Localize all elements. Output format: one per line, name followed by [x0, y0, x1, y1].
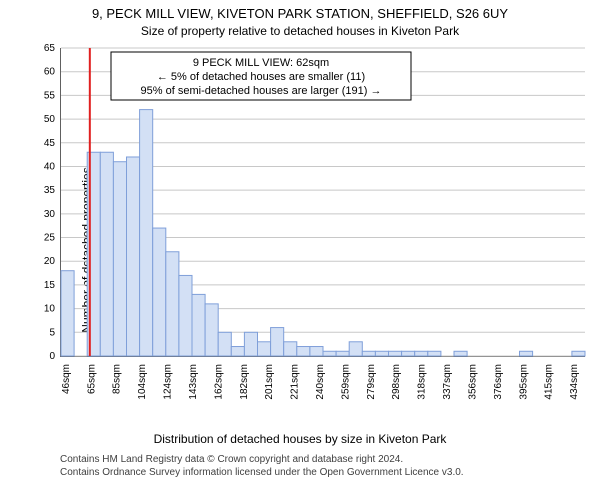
x-tick-label: 182sqm	[239, 364, 250, 400]
histogram-bar	[192, 294, 205, 356]
y-tick-label: 25	[44, 233, 56, 244]
histogram-bar	[166, 252, 179, 356]
x-tick-label: 221sqm	[290, 364, 301, 400]
annotation-line: 9 PECK MILL VIEW: 62sqm	[193, 57, 329, 69]
x-tick-label: 415sqm	[544, 364, 555, 400]
x-tick-label: 279sqm	[366, 364, 377, 400]
x-tick-label: 434sqm	[569, 364, 580, 400]
y-tick-label: 40	[44, 161, 56, 172]
y-tick-label: 5	[49, 327, 55, 338]
annotation-line: 95% of semi-detached houses are larger (…	[141, 85, 382, 97]
y-tick-label: 10	[44, 304, 56, 315]
y-tick-label: 45	[44, 138, 56, 149]
y-tick-label: 55	[44, 90, 56, 101]
x-tick-label: 46sqm	[61, 364, 72, 394]
footer-attribution: Contains HM Land Registry data © Crown c…	[60, 454, 464, 480]
y-tick-label: 65	[44, 43, 56, 54]
chart-title: 9, PECK MILL VIEW, KIVETON PARK STATION,…	[0, 6, 600, 21]
histogram-bar	[284, 342, 297, 356]
y-tick-label: 20	[44, 256, 56, 267]
histogram-bar	[415, 351, 428, 356]
y-tick-label: 0	[49, 351, 55, 362]
histogram-bar	[61, 271, 74, 356]
histogram-bar	[231, 347, 244, 356]
histogram-bar	[572, 351, 585, 356]
histogram-bar	[389, 351, 402, 356]
x-tick-label: 259sqm	[340, 364, 351, 400]
x-tick-label: 298sqm	[391, 364, 402, 400]
histogram-plot: 0510152025303540455055606546sqm65sqm85sq…	[60, 48, 585, 357]
property-size-chart: 9, PECK MILL VIEW, KIVETON PARK STATION,…	[0, 0, 600, 500]
x-tick-label: 318sqm	[417, 364, 428, 400]
y-tick-label: 30	[44, 209, 56, 220]
y-tick-label: 60	[44, 67, 56, 78]
histogram-bar	[205, 304, 218, 356]
x-tick-label: 65sqm	[86, 364, 97, 394]
footnote-line-2: Contains Ordnance Survey information lic…	[60, 467, 464, 480]
histogram-bar	[140, 110, 153, 356]
annotation-line: ← 5% of detached houses are smaller (11)	[157, 71, 365, 83]
x-tick-label: 85sqm	[112, 364, 123, 394]
chart-subtitle: Size of property relative to detached ho…	[0, 24, 600, 38]
y-tick-label: 35	[44, 185, 56, 196]
x-tick-label: 124sqm	[163, 364, 174, 400]
x-tick-label: 356sqm	[467, 364, 478, 400]
histogram-bar	[297, 347, 310, 356]
x-tick-label: 162sqm	[213, 364, 224, 400]
histogram-bar	[100, 152, 113, 356]
histogram-bar	[336, 351, 349, 356]
histogram-bar	[127, 157, 140, 356]
x-tick-label: 143sqm	[188, 364, 199, 400]
x-axis-label: Distribution of detached houses by size …	[0, 432, 600, 446]
x-tick-label: 395sqm	[518, 364, 529, 400]
y-tick-label: 50	[44, 114, 56, 125]
histogram-bar	[271, 328, 284, 356]
x-tick-label: 337sqm	[442, 364, 453, 400]
annotation-box: 9 PECK MILL VIEW: 62sqm ← 5% of detached …	[111, 52, 411, 100]
histogram-bar	[520, 351, 533, 356]
histogram-bar	[454, 351, 467, 356]
y-tick-label: 15	[44, 280, 56, 291]
histogram-bar	[428, 351, 441, 356]
x-tick-label: 201sqm	[264, 364, 275, 400]
histogram-bar	[153, 228, 166, 356]
x-tick-label: 376sqm	[493, 364, 504, 400]
histogram-bar	[113, 162, 126, 356]
histogram-bar	[362, 351, 375, 356]
histogram-bar	[349, 342, 362, 356]
histogram-bar	[323, 351, 336, 356]
histogram-bar	[402, 351, 415, 356]
histogram-bar	[375, 351, 388, 356]
histogram-bar	[179, 275, 192, 356]
x-tick-label: 104sqm	[137, 364, 148, 400]
x-tick-label: 240sqm	[315, 364, 326, 400]
histogram-bar	[258, 342, 271, 356]
histogram-bar	[310, 347, 323, 356]
histogram-bar	[218, 332, 231, 356]
histogram-bar	[244, 332, 257, 356]
footnote-line-1: Contains HM Land Registry data © Crown c…	[60, 454, 464, 467]
